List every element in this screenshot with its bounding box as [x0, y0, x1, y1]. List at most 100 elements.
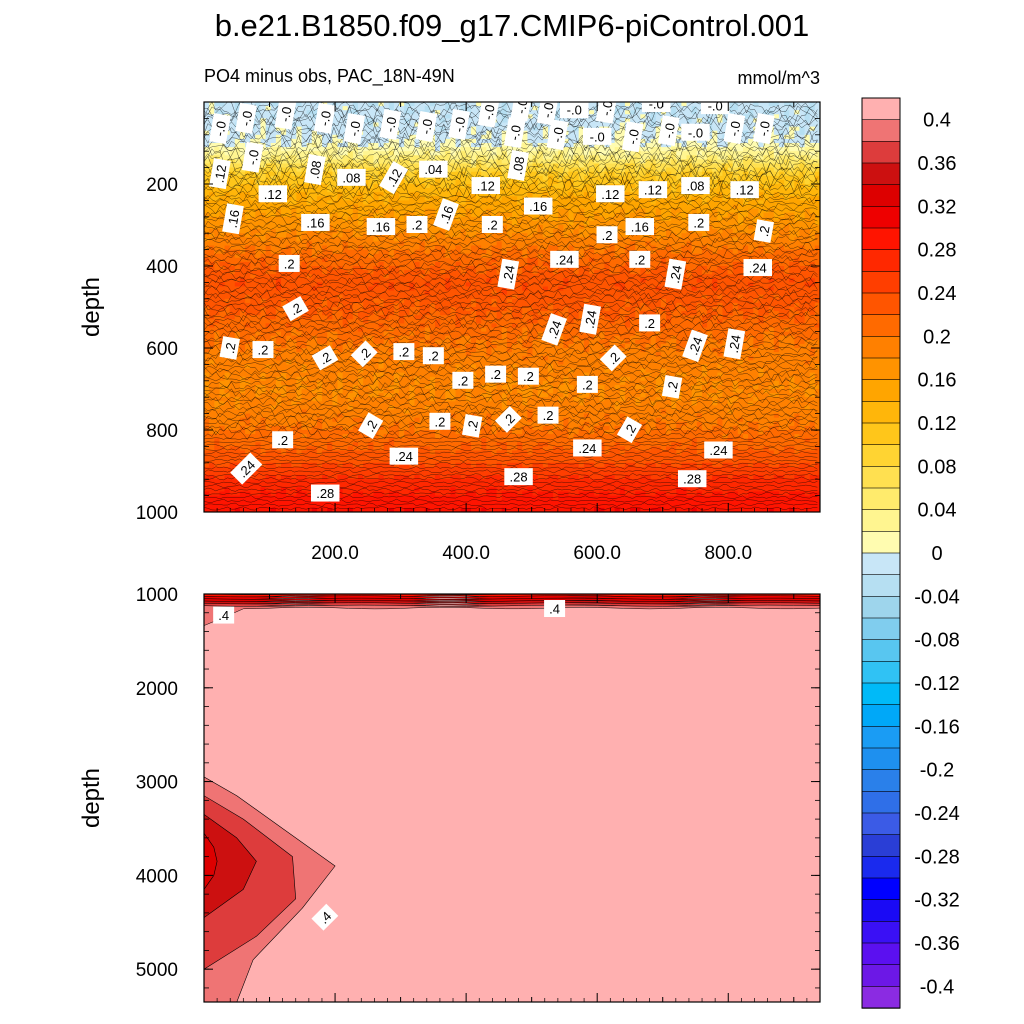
upper-field-cell: [804, 179, 811, 185]
upper-field-cell: [342, 106, 349, 111]
upper-field-cell: [204, 110, 210, 115]
upper-field-cell: [660, 110, 667, 115]
upper-field-cell: [784, 110, 790, 115]
subtitle-units: mmol/m^3: [738, 68, 820, 88]
upper-field-cell: [363, 241, 369, 247]
upper-field-cell: [358, 270, 364, 275]
upper-field-cell: [712, 122, 718, 128]
upper-field-cell: [363, 204, 369, 210]
upper-field-cell: [204, 184, 210, 189]
upper-field-cell: [547, 229, 554, 234]
upper-field-cell: [296, 110, 303, 115]
upper-field-cell: [481, 138, 487, 144]
upper-field-cell: [722, 261, 729, 267]
upper-field-cell: [778, 188, 785, 193]
upper-field-cell: [234, 134, 241, 140]
upper-field-cell: [322, 138, 328, 144]
upper-field-cell: [491, 208, 498, 214]
upper-field-cell: [327, 167, 333, 173]
upper-field-cell: [424, 184, 431, 189]
upper-field-cell: [737, 216, 744, 222]
upper-field-cell: [404, 200, 410, 206]
upper-field-cell: [778, 126, 785, 132]
upper-field-cell: [209, 241, 215, 247]
upper-field-cell: [501, 106, 508, 111]
upper-field-cell: [707, 237, 713, 242]
upper-field-cell: [522, 138, 528, 144]
upper-field-cell: [409, 114, 416, 119]
upper-field-cell: [368, 118, 374, 124]
upper-field-cell: [250, 126, 256, 132]
upper-field-cell: [470, 261, 477, 267]
upper-field-cell: [799, 204, 806, 210]
upper-field-cell: [568, 229, 575, 234]
upper-field-cell: [542, 126, 549, 132]
upper-field-cell: [445, 147, 451, 152]
upper-field-cell: [404, 179, 410, 185]
upper-field-cell: [383, 102, 390, 107]
upper-field-cell: [445, 110, 451, 115]
upper-field-cell: [296, 106, 303, 111]
upper-field-cell: [743, 114, 749, 119]
upper-field-cell: [270, 110, 277, 115]
upper-field-cell: [306, 200, 313, 206]
upper-field-cell: [363, 106, 369, 111]
upper-field-cell: [737, 151, 744, 156]
upper-field-cell: [234, 138, 241, 144]
upper-field-cell: [260, 245, 267, 251]
upper-field-cell: [717, 122, 724, 128]
upper-field-cell: [409, 233, 416, 238]
upper-field-cell: [778, 122, 785, 128]
upper-field-cell: [794, 106, 801, 111]
upper-field-cell: [635, 204, 641, 210]
upper-field-cell: [347, 102, 354, 107]
upper-field-cell: [527, 134, 534, 140]
upper-field-cell: [316, 208, 323, 214]
upper-field-cell: [809, 110, 816, 115]
upper-field-cell: [214, 110, 220, 115]
upper-field-cell: [245, 134, 251, 140]
upper-field-cell: [393, 237, 400, 242]
upper-field-cell: [316, 130, 323, 136]
upper-field-cell: [409, 138, 416, 144]
upper-field-cell: [532, 106, 539, 111]
upper-field-cell: [814, 110, 820, 115]
upper-field-cell: [399, 188, 405, 193]
upper-field-cell: [532, 220, 539, 226]
upper-field-cell: [404, 110, 410, 115]
upper-field-cell: [306, 130, 313, 136]
upper-field-cell: [373, 102, 380, 107]
upper-field-cell: [583, 257, 590, 263]
upper-field-cell: [265, 110, 272, 115]
upper-field-cell: [784, 200, 790, 206]
upper-field-cell: [306, 134, 313, 140]
upper-field-cell: [737, 147, 744, 152]
upper-field-cell: [722, 118, 729, 124]
upper-field-cell: [737, 241, 744, 247]
upper-field-cell: [624, 204, 631, 210]
upper-field-cell: [296, 138, 303, 144]
upper-field-cell: [455, 261, 462, 267]
upper-field-cell: [794, 200, 801, 206]
upper-field-cell: [470, 106, 477, 111]
upper-field-cell: [589, 266, 595, 271]
upper-field-cell: [450, 143, 457, 148]
upper-field-cell: [286, 225, 292, 230]
upper-field-cell: [804, 106, 811, 111]
upper-field-cell: [332, 225, 339, 230]
upper-field-cell: [522, 126, 528, 132]
upper-field-cell: [645, 130, 652, 136]
upper-field-cell: [239, 134, 246, 140]
upper-field-cell: [229, 110, 236, 115]
upper-field-cell: [568, 212, 575, 218]
upper-field-cell: [506, 102, 513, 107]
upper-field-cell: [532, 188, 539, 193]
upper-field-cell: [573, 179, 580, 185]
upper-field-cell: [686, 118, 693, 124]
upper-field-cell: [568, 118, 575, 124]
upper-field-cell: [409, 196, 416, 201]
upper-field-cell: [368, 122, 374, 128]
upper-field-cell: [255, 130, 262, 136]
upper-field-cell: [532, 118, 539, 124]
upper-field-cell: [748, 225, 754, 230]
